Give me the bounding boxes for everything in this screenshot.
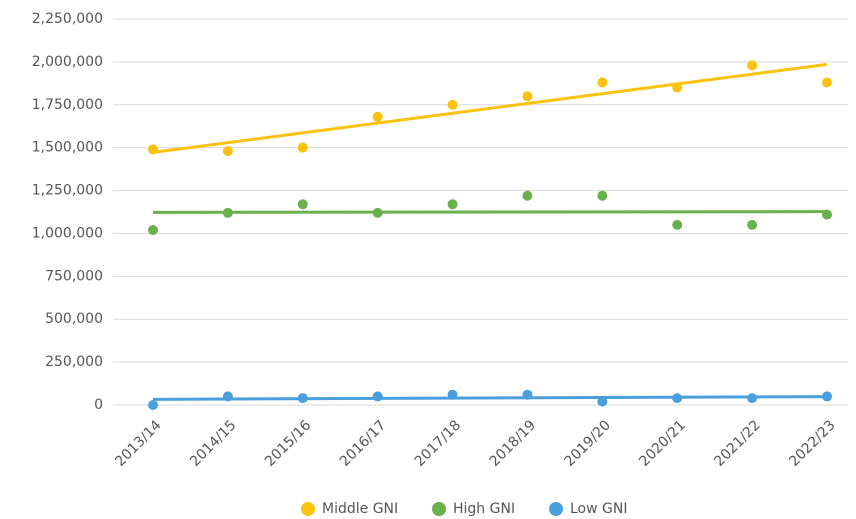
point	[148, 400, 158, 410]
point	[822, 209, 832, 220]
point	[747, 60, 758, 71]
point	[372, 207, 383, 218]
y-tick-label: 1,000,000	[32, 225, 103, 241]
trend-line	[152, 210, 828, 214]
point	[672, 393, 683, 404]
legend-label: Low GNI	[570, 501, 627, 517]
point	[522, 389, 533, 400]
point	[372, 391, 383, 402]
point	[297, 199, 308, 210]
series	[148, 389, 832, 410]
legend-swatch	[549, 502, 563, 516]
point	[148, 225, 158, 236]
point	[447, 199, 458, 210]
trend-line	[152, 395, 828, 401]
x-tick-label: 2014/15	[187, 417, 239, 469]
y-tick-label: 2,000,000	[32, 54, 103, 70]
point	[597, 396, 608, 407]
legend-label: High GNI	[453, 501, 515, 517]
point	[747, 219, 758, 230]
point	[222, 146, 233, 157]
point	[597, 190, 608, 201]
legend-label: Middle GNI	[322, 501, 398, 517]
x-tick-label: 2013/14	[112, 417, 165, 470]
y-tick-label: 1,500,000	[32, 140, 103, 156]
x-tick-label: 2019/20	[562, 417, 614, 469]
point	[522, 190, 533, 201]
point	[597, 77, 608, 88]
x-tick-label: 2015/16	[262, 417, 315, 470]
y-tick-label: 2,250,000	[32, 11, 103, 27]
y-tick-label: 250,000	[45, 354, 103, 370]
point	[372, 111, 383, 122]
legend-swatch	[432, 502, 446, 516]
point	[522, 91, 533, 102]
trend-line	[152, 62, 828, 154]
point	[447, 389, 458, 400]
x-tick-label: 2018/19	[487, 417, 539, 469]
point	[222, 391, 233, 402]
x-tick-label: 2016/17	[337, 417, 389, 469]
x-tick-label: 2022/23	[786, 417, 838, 469]
y-tick-label: 0	[94, 397, 103, 413]
point	[297, 142, 308, 153]
point	[222, 207, 233, 218]
series	[148, 60, 832, 157]
y-tick-label: 1,750,000	[32, 97, 103, 113]
point	[297, 393, 308, 404]
point	[747, 393, 758, 404]
x-tick-label: 2020/21	[636, 417, 688, 469]
point	[672, 219, 683, 230]
point	[822, 391, 832, 402]
point	[148, 144, 158, 155]
point	[822, 77, 832, 88]
y-tick-label: 1,250,000	[32, 183, 103, 199]
x-tick-label: 2017/18	[412, 417, 464, 469]
point	[447, 99, 458, 110]
series	[148, 190, 832, 236]
y-tick-label: 500,000	[45, 311, 103, 327]
x-tick-label: 2021/22	[711, 417, 763, 469]
point	[672, 82, 683, 93]
y-tick-label: 750,000	[45, 268, 103, 284]
legend-swatch	[301, 502, 315, 516]
